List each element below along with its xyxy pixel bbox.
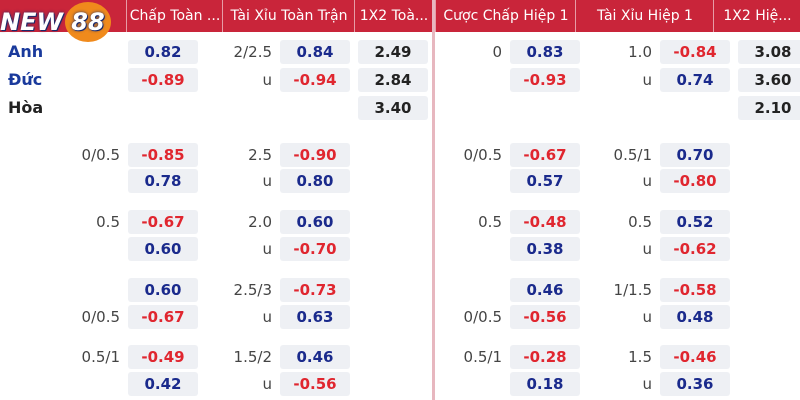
column-header[interactable]: Tài Xỉu Toàn Trận <box>222 0 355 32</box>
team-name: Đức <box>8 70 43 89</box>
column-header[interactable]: Cược Chấp Hiệp 1 <box>435 0 576 32</box>
handicap-line: u <box>642 240 652 258</box>
handicap-line: 2.0 <box>248 213 272 231</box>
odds-button[interactable]: 0.82 <box>128 40 198 64</box>
handicap-line: 0/0.5 <box>81 146 120 164</box>
odds-button[interactable]: 0.38 <box>510 237 580 261</box>
odds-button[interactable]: 0.84 <box>280 40 350 64</box>
odds-button[interactable]: -0.62 <box>660 237 730 261</box>
odds-button[interactable]: -0.73 <box>280 278 350 302</box>
handicap-line: 0 <box>492 43 502 61</box>
odds-button[interactable]: 0.60 <box>128 278 198 302</box>
odds-button[interactable]: 0.46 <box>280 345 350 369</box>
odds-button[interactable]: 2.49 <box>358 40 428 64</box>
handicap-line: 1.5/2 <box>233 348 272 366</box>
handicap-line: 0/0.5 <box>81 308 120 326</box>
handicap-line: u <box>642 71 652 89</box>
handicap-line: 0.5 <box>478 213 502 231</box>
odds-button[interactable]: 0.83 <box>510 40 580 64</box>
handicap-line: u <box>642 172 652 190</box>
handicap-line: u <box>262 172 272 190</box>
team-name: Anh <box>8 42 44 61</box>
odds-button[interactable]: 0.36 <box>660 372 730 396</box>
odds-button[interactable]: 0.18 <box>510 372 580 396</box>
column-header[interactable]: 1X2 Toà... <box>354 0 433 32</box>
odds-button[interactable]: -0.67 <box>128 210 198 234</box>
odds-button[interactable]: 3.60 <box>738 68 800 92</box>
odds-button[interactable]: 2.10 <box>738 96 800 120</box>
handicap-line: 0.5/1 <box>463 348 502 366</box>
odds-button[interactable]: 0.78 <box>128 169 198 193</box>
odds-button[interactable]: -0.67 <box>128 305 198 329</box>
odds-button[interactable]: -0.49 <box>128 345 198 369</box>
handicap-line: 0/0.5 <box>463 308 502 326</box>
odds-button[interactable]: 0.74 <box>660 68 730 92</box>
odds-button[interactable]: -0.28 <box>510 345 580 369</box>
handicap-line: u <box>262 71 272 89</box>
logo-number: 88 <box>64 2 111 42</box>
odds-button[interactable]: 0.63 <box>280 305 350 329</box>
odds-button[interactable]: -0.70 <box>280 237 350 261</box>
handicap-line: u <box>642 375 652 393</box>
odds-button[interactable]: 0.70 <box>660 143 730 167</box>
logo-text: NEW <box>0 8 63 36</box>
odds-button[interactable]: 0.60 <box>128 237 198 261</box>
handicap-line: 0.5/1 <box>81 348 120 366</box>
odds-button[interactable]: -0.48 <box>510 210 580 234</box>
column-header[interactable]: Tài Xỉu Hiệp 1 <box>575 0 714 32</box>
handicap-line: 1.0 <box>628 43 652 61</box>
odds-button[interactable]: -0.58 <box>660 278 730 302</box>
handicap-line: 2.5 <box>248 146 272 164</box>
handicap-line: u <box>262 240 272 258</box>
team-name: Hòa <box>8 98 44 117</box>
handicap-line: u <box>642 308 652 326</box>
handicap-line: 0.5/1 <box>613 146 652 164</box>
handicap-line: 2.5/3 <box>233 281 272 299</box>
odds-button[interactable]: -0.89 <box>128 68 198 92</box>
half-divider <box>432 0 435 400</box>
handicap-line: 0.5 <box>628 213 652 231</box>
odds-button[interactable]: -0.85 <box>128 143 198 167</box>
logo: NEW 88 <box>0 0 111 44</box>
odds-button[interactable]: -0.56 <box>280 372 350 396</box>
odds-button[interactable]: 3.08 <box>738 40 800 64</box>
handicap-line: 1/1.5 <box>613 281 652 299</box>
odds-button[interactable]: 2.84 <box>358 68 428 92</box>
column-header[interactable]: 1X2 Hiệ... <box>713 0 800 32</box>
odds-button[interactable]: -0.94 <box>280 68 350 92</box>
header-bar <box>435 0 800 32</box>
odds-button[interactable]: -0.80 <box>660 169 730 193</box>
handicap-line: 0/0.5 <box>463 146 502 164</box>
odds-button[interactable]: -0.84 <box>660 40 730 64</box>
odds-button[interactable]: 0.80 <box>280 169 350 193</box>
handicap-line: 0.5 <box>96 213 120 231</box>
odds-button[interactable]: 0.46 <box>510 278 580 302</box>
handicap-line: u <box>262 308 272 326</box>
odds-button[interactable]: -0.90 <box>280 143 350 167</box>
handicap-line: 1.5 <box>628 348 652 366</box>
odds-button[interactable]: 3.40 <box>358 96 428 120</box>
odds-button[interactable]: 0.60 <box>280 210 350 234</box>
odds-button[interactable]: 0.52 <box>660 210 730 234</box>
odds-button[interactable]: -0.67 <box>510 143 580 167</box>
odds-button[interactable]: -0.93 <box>510 68 580 92</box>
odds-button[interactable]: -0.56 <box>510 305 580 329</box>
odds-button[interactable]: 0.42 <box>128 372 198 396</box>
handicap-line: 2/2.5 <box>233 43 272 61</box>
column-header[interactable]: Chấp Toàn ... <box>126 0 223 32</box>
handicap-line: u <box>262 375 272 393</box>
odds-button[interactable]: -0.46 <box>660 345 730 369</box>
odds-button[interactable]: 0.57 <box>510 169 580 193</box>
odds-button[interactable]: 0.48 <box>660 305 730 329</box>
